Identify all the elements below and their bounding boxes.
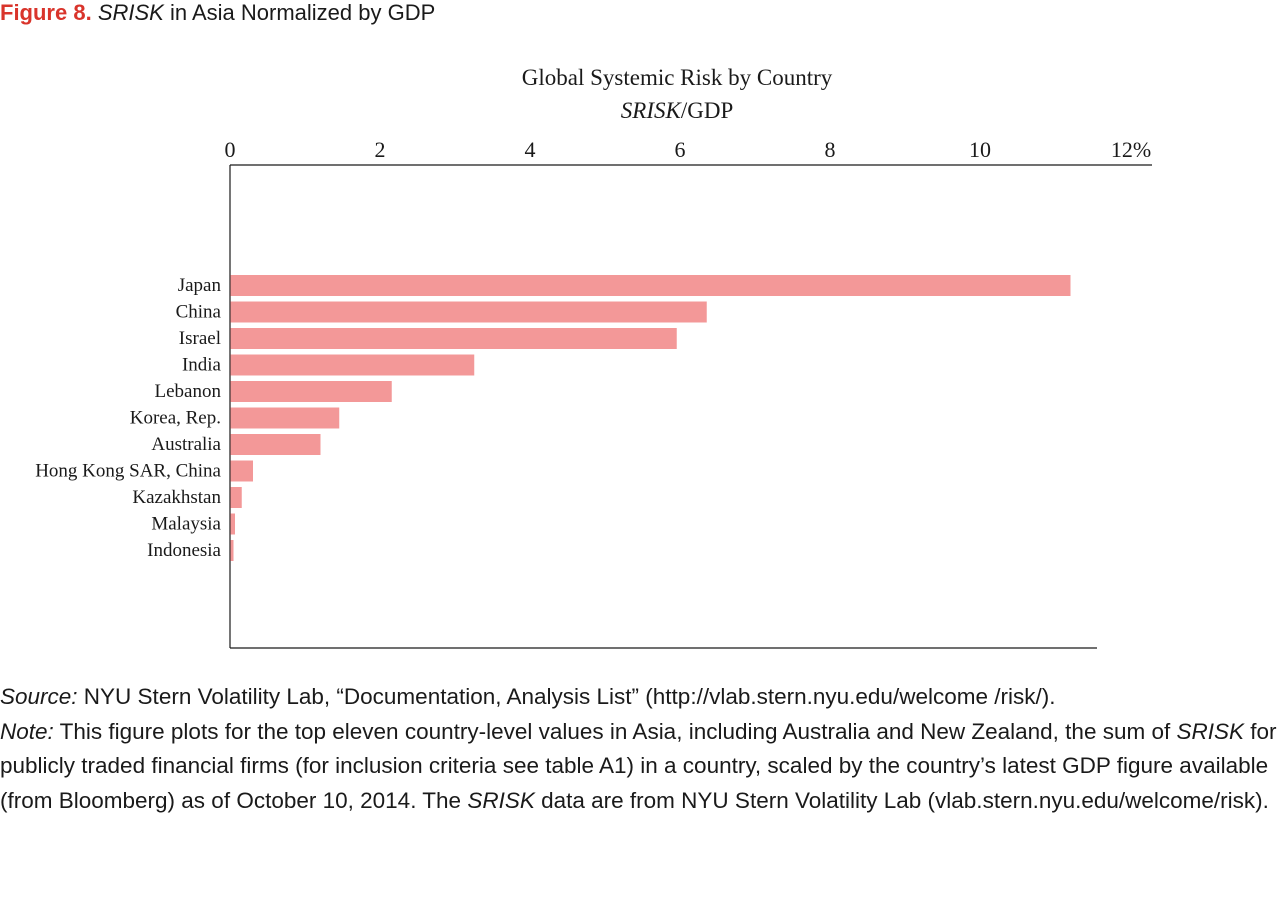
figure-title-term: SRISK: [97, 0, 164, 25]
category-label: Lebanon: [155, 381, 222, 402]
chart-subtitle: SRISK/GDP: [621, 98, 733, 123]
note-term-1: SRISK: [1176, 718, 1245, 744]
note-label: Note:: [0, 718, 54, 744]
figure-heading: Figure 8. SRISK in Asia Normalized by GD…: [0, 0, 435, 26]
bar-kazakhstan: [230, 487, 242, 508]
category-label: Australia: [151, 434, 221, 455]
x-axis-ticks: 0 2 4 6 8 10 12%: [225, 137, 1152, 162]
x-tick-label-4: 8: [825, 137, 836, 162]
bar-israel: [230, 328, 677, 349]
bar-indonesia: [230, 540, 234, 561]
x-tick-label-2: 4: [525, 137, 536, 162]
x-tick-label-6: 12%: [1111, 137, 1151, 162]
x-tick-label-1: 2: [375, 137, 386, 162]
chart-subtitle-rest: /GDP: [681, 98, 733, 123]
note-term-2: SRISK: [467, 787, 535, 813]
bar-malaysia: [230, 513, 235, 535]
category-label: Kazakhstan: [132, 487, 221, 508]
category-label: India: [182, 355, 222, 376]
note-text-1: This figure plots for the top eleven cou…: [53, 718, 1177, 744]
bar-india: [230, 354, 475, 376]
source-label: Source:: [0, 684, 78, 709]
bar-series: [230, 275, 1071, 561]
bar-japan: [230, 275, 1071, 296]
category-label: China: [176, 302, 222, 323]
category-label: Malaysia: [151, 514, 221, 535]
bar-lebanon: [230, 381, 392, 402]
chart-subtitle-term: SRISK: [621, 98, 683, 123]
category-label: Indonesia: [147, 540, 221, 561]
bar-australia: [230, 434, 321, 455]
x-tick-label-0: 0: [225, 137, 236, 162]
note-text-3: data are from NYU Stern Volatility Lab (…: [534, 787, 1269, 813]
category-label: Israel: [179, 328, 221, 349]
figure-title-rest: in Asia Normalized by GDP: [163, 0, 436, 25]
bar-china: [230, 301, 707, 323]
srisk-gdp-bar-chart: Global Systemic Risk by Country SRISK/GD…: [35, 65, 1152, 649]
figure-notes: Source: NYU Stern Volatility Lab, “Docum…: [0, 680, 1278, 818]
source-text: NYU Stern Volatility Lab, “Documentation…: [77, 684, 1056, 709]
note-text-2: for publicly traded financial firms (for…: [0, 718, 1277, 813]
x-tick-label-3: 6: [675, 137, 686, 162]
category-label: Korea, Rep.: [130, 408, 221, 429]
explanatory-note: Note: This figure plots for the top elev…: [0, 715, 1278, 819]
bar-hong-kong-sar-china: [230, 460, 253, 482]
bar-korea-rep: [230, 407, 340, 429]
category-label: Japan: [178, 275, 222, 296]
figure-label: Figure 8.: [0, 0, 92, 25]
x-tick-label-5: 10: [969, 137, 991, 162]
source-note: Source: NYU Stern Volatility Lab, “Docum…: [0, 680, 1278, 715]
chart-title: Global Systemic Risk by Country: [522, 65, 833, 90]
category-labels: Japan China Israel India Lebanon Korea, Rep. A…: [35, 275, 221, 561]
category-label: Hong Kong SAR, China: [35, 461, 221, 482]
